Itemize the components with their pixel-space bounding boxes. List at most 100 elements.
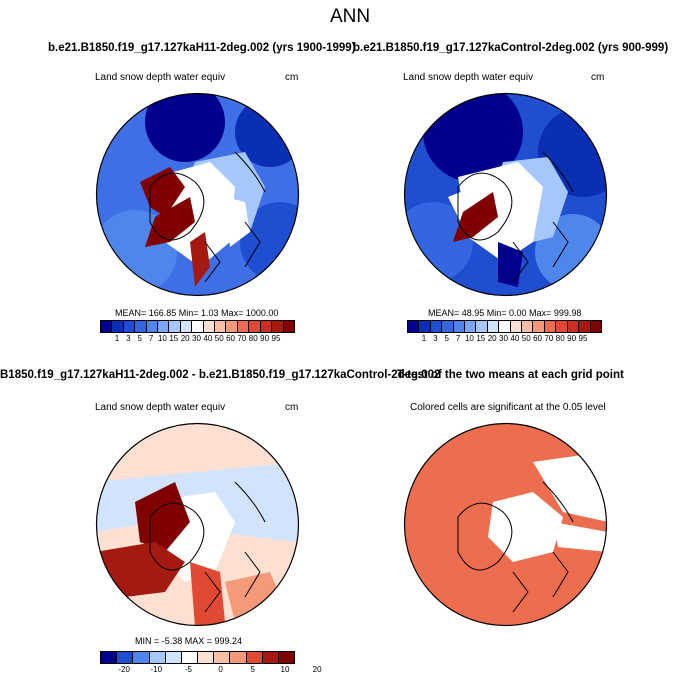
colorbar-swatch — [499, 321, 511, 332]
colorbar-swatch — [544, 321, 557, 332]
panel-b-colorbar-ticks: 1 3 5 7 10 15 20 30 40 50 60 70 80 90 95 — [407, 334, 602, 346]
colorbar-swatch — [226, 321, 238, 332]
map-b-coastlines — [457, 151, 574, 283]
panel-b-subtitle: Land snow depth water equiv — [403, 72, 534, 83]
colorbar-swatch — [419, 321, 431, 332]
colorbar-swatch — [112, 321, 124, 332]
panel-c-colorbar-ticks: -20 -10 -5 0 5 10 20 — [100, 665, 321, 677]
colorbar-swatch — [283, 321, 294, 332]
colorbar-swatch — [262, 652, 279, 663]
colorbar-swatch — [180, 321, 193, 332]
map-d-not-significant — [533, 452, 607, 522]
map-b-arctic-no-data — [458, 162, 543, 262]
colorbar-swatch — [476, 321, 488, 332]
colorbar-swatch — [192, 321, 204, 332]
colorbar-swatch — [453, 321, 466, 332]
colorbar-swatch — [101, 321, 113, 332]
colorbar-swatch — [146, 321, 159, 332]
map-d-border — [403, 422, 608, 627]
map-c-border — [95, 422, 300, 627]
colorbar-swatch — [567, 321, 580, 332]
colorbar-tick-label: -5 — [184, 665, 193, 674]
colorbar-tick-label: 95 — [578, 334, 588, 343]
colorbar-tick-label: 80 — [555, 334, 565, 343]
colorbar-tick-label: 3 — [126, 334, 131, 343]
colorbar-swatch — [522, 321, 534, 332]
panel-b-title: b.e21.B1850.f19_g17.127kaControl-2deg.00… — [353, 42, 669, 54]
colorbar-swatch — [272, 321, 284, 332]
colorbar-tick-label: 70 — [544, 334, 554, 343]
colorbar-tick-label: 5 — [137, 334, 142, 343]
map-d-not-significant — [553, 522, 607, 552]
colorbar-swatch — [149, 652, 166, 663]
colorbar-swatch — [203, 321, 216, 332]
map-a-region — [145, 93, 225, 162]
colorbar-tick-label: 15 — [476, 334, 486, 343]
panel-a-subtitle: Land snow depth water equiv — [95, 72, 226, 83]
colorbar-tick-label: 10 — [157, 334, 167, 343]
colorbar-tick-label: 30 — [192, 334, 201, 343]
colorbar-swatch — [215, 321, 227, 332]
map-a-region — [190, 232, 210, 287]
colorbar-tick-label: 20 — [312, 665, 322, 674]
panel-a-stats: MEAN= 166.85 Min= 1.03 Max= 1000.00 — [115, 308, 279, 318]
panel-a-title: b.e21.B1850.f19_g17.127kaH11-2deg.002 (y… — [48, 42, 356, 54]
colorbar-tick-label: -10 — [150, 665, 163, 674]
colorbar-tick-label: 5 — [444, 334, 449, 343]
colorbar-swatch — [117, 652, 134, 663]
panel-c-stats: MIN = -5.38 MAX = 999.24 — [135, 636, 243, 646]
map-b-border — [403, 92, 608, 297]
colorbar-tick-label: 3 — [433, 334, 438, 343]
panel-c-units: cm — [285, 402, 299, 413]
colorbar-tick-label: 90 — [260, 334, 270, 343]
colorbar-tick-label: 50 — [214, 334, 224, 343]
colorbar-tick-label: 60 — [533, 334, 542, 343]
colorbar-swatch — [579, 321, 591, 332]
panel-c-colorbar — [100, 651, 295, 664]
colorbar-tick-label: 70 — [237, 334, 247, 343]
colorbar-tick-label: 15 — [169, 334, 179, 343]
colorbar-swatch — [135, 321, 147, 332]
colorbar-swatch — [198, 652, 215, 663]
colorbar-swatch — [430, 321, 443, 332]
map-c-region — [190, 562, 225, 626]
colorbar-tick-label: 20 — [180, 334, 190, 343]
colorbar-swatch — [556, 321, 568, 332]
map-d-not-significant — [488, 492, 563, 562]
colorbar-swatch — [487, 321, 500, 332]
colorbar-tick-label: 50 — [521, 334, 531, 343]
panel-b-colorbar — [407, 320, 602, 333]
colorbar-tick-label: 0 — [218, 665, 223, 674]
colorbar-swatch — [214, 652, 231, 663]
panel-c-title: B1850.f19_g17.127kaH11-2deg.002 - b.e21.… — [0, 369, 441, 381]
colorbar-tick-label: 95 — [271, 334, 281, 343]
colorbar-tick-label: 40 — [510, 334, 520, 343]
map-b-region — [453, 192, 498, 242]
colorbar-swatch — [165, 652, 182, 663]
colorbar-swatch — [237, 321, 250, 332]
colorbar-tick-label: -20 — [118, 665, 130, 674]
map-panel-a — [95, 92, 300, 297]
colorbar-tick-label: 1 — [114, 334, 120, 343]
map-b-region — [498, 242, 523, 287]
map-a-region — [140, 167, 185, 217]
colorbar-swatch — [101, 652, 118, 663]
colorbar-swatch — [442, 321, 454, 332]
colorbar-tick-label: 30 — [499, 334, 508, 343]
colorbar-swatch — [169, 321, 181, 332]
colorbar-swatch — [181, 652, 199, 663]
map-panel-d — [403, 422, 608, 627]
colorbar-swatch — [249, 321, 261, 332]
colorbar-tick-label: 60 — [226, 334, 235, 343]
map-c-region — [135, 482, 190, 552]
map-a-arctic-no-data — [225, 197, 250, 247]
map-a-region — [240, 202, 299, 282]
colorbar-tick-label: 7 — [455, 334, 461, 343]
colorbar-tick-label: 7 — [148, 334, 154, 343]
map-c-region — [96, 542, 185, 597]
colorbar-swatch — [133, 652, 150, 663]
panel-a-colorbar-ticks: 1 3 5 7 10 15 20 30 40 50 60 70 80 90 95 — [100, 334, 295, 346]
colorbar-swatch — [123, 321, 136, 332]
colorbar-tick-label: 20 — [487, 334, 497, 343]
map-a-border — [95, 92, 300, 297]
